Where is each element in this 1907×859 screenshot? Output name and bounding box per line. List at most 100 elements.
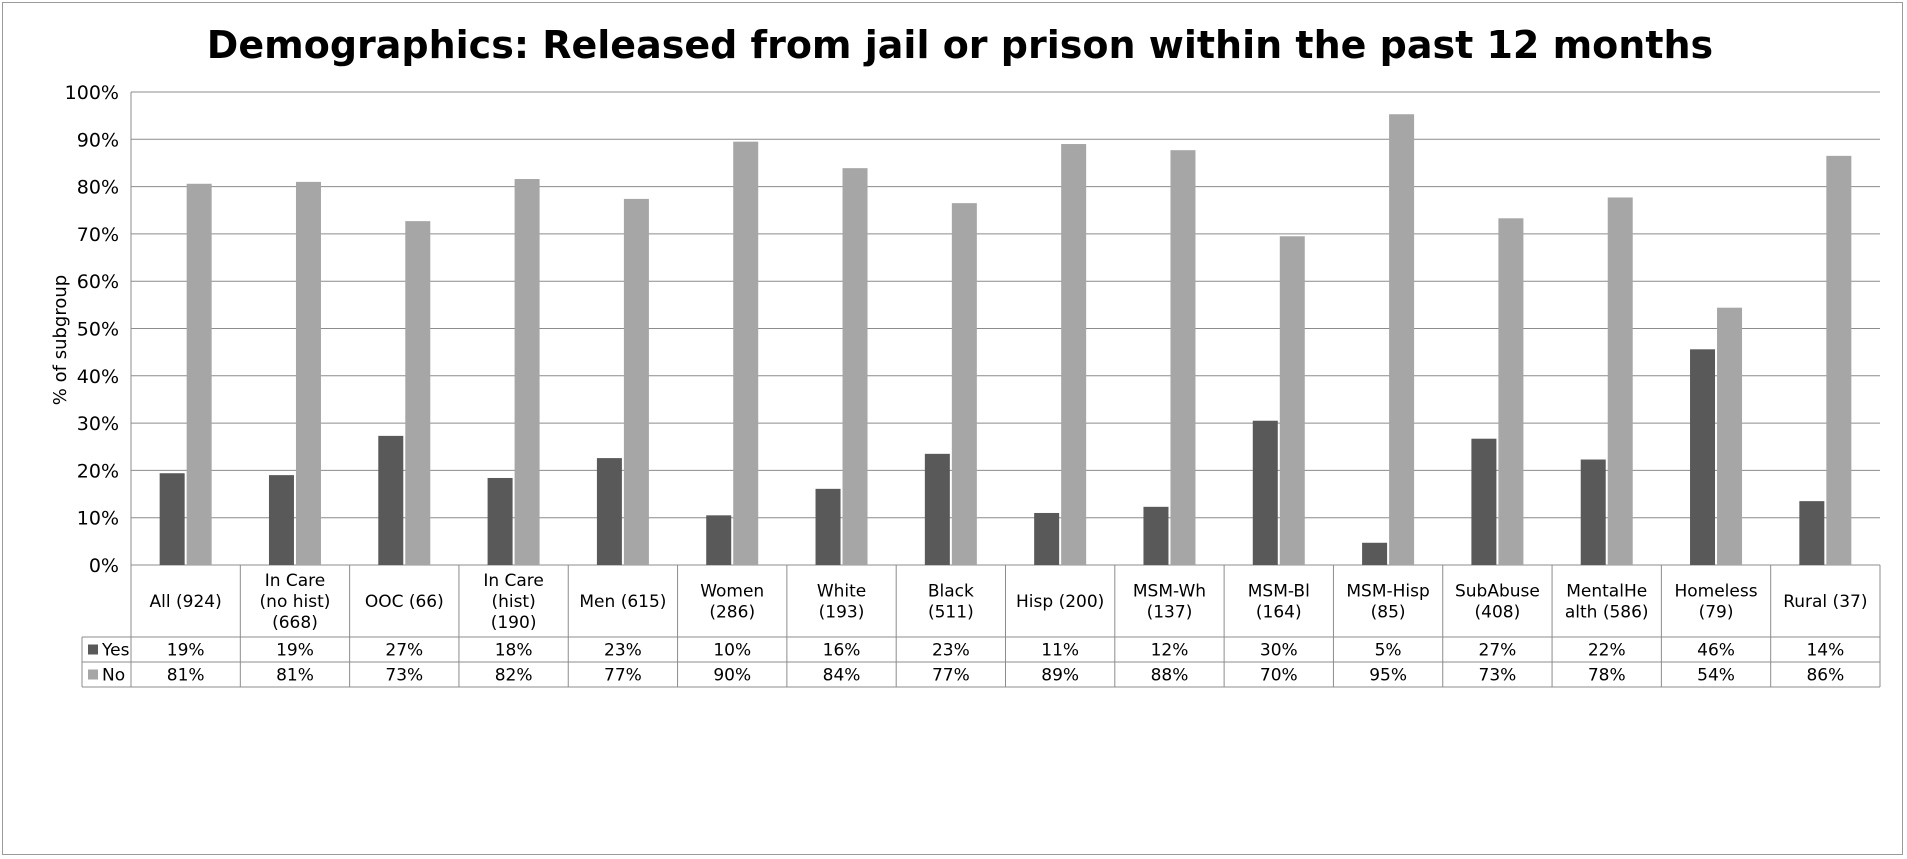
- bar-yes: [378, 435, 404, 565]
- bar-no: [623, 198, 649, 565]
- bar-no: [1061, 144, 1087, 565]
- bar-yes: [815, 488, 841, 565]
- legend-label-yes: Yes: [101, 641, 130, 661]
- category-label: MentalHe alth (586): [1565, 582, 1649, 623]
- data-label-yes: 5%: [1375, 641, 1402, 661]
- data-label-no: 90%: [713, 666, 751, 686]
- bar-yes: [1143, 506, 1169, 565]
- y-tick-label: 20%: [77, 460, 119, 482]
- chart-title: Demographics: Released from jail or pris…: [207, 23, 1713, 67]
- bar-yes: [1362, 542, 1388, 565]
- y-tick-label: 60%: [77, 271, 119, 293]
- bar-yes: [1690, 349, 1716, 565]
- category-label: Rural (37): [1783, 592, 1867, 612]
- bar-no: [733, 141, 759, 566]
- bar-yes: [1252, 420, 1278, 565]
- bar-yes: [924, 453, 950, 565]
- data-label-no: 88%: [1151, 666, 1189, 686]
- data-label-yes: 19%: [167, 641, 205, 661]
- bar-no: [1279, 236, 1305, 565]
- data-label-no: 78%: [1588, 666, 1626, 686]
- y-tick-label: 90%: [77, 129, 119, 151]
- bar-no: [514, 179, 540, 566]
- y-tick-label: 10%: [77, 508, 119, 530]
- data-label-yes: 18%: [495, 641, 533, 661]
- data-label-no: 86%: [1806, 666, 1844, 686]
- y-tick-label: 30%: [77, 413, 119, 435]
- data-label-yes: 14%: [1806, 641, 1844, 661]
- data-label-yes: 22%: [1588, 641, 1626, 661]
- bar-yes: [1580, 459, 1606, 565]
- category-label: Homeless (79): [1674, 582, 1757, 623]
- data-label-no: 70%: [1260, 666, 1298, 686]
- category-label: White (193): [817, 582, 866, 623]
- data-label-yes: 12%: [1151, 641, 1189, 661]
- data-label-yes: 10%: [713, 641, 751, 661]
- category-label: In Care (no hist) (668): [260, 571, 331, 633]
- data-label-no: 54%: [1697, 666, 1735, 686]
- y-tick-label: 0%: [89, 555, 119, 577]
- bar-yes: [268, 475, 294, 565]
- data-label-no: 95%: [1369, 666, 1407, 686]
- category-label: MSM-Hisp (85): [1346, 582, 1429, 623]
- category-label: All (924): [150, 592, 222, 612]
- bar-no: [1607, 197, 1633, 565]
- category-label: In Care (hist) (190): [483, 571, 544, 633]
- y-tick-label: 100%: [65, 82, 119, 104]
- bar-yes: [1799, 501, 1825, 565]
- bar-no: [1498, 218, 1524, 565]
- legend-swatch-yes: [88, 644, 98, 655]
- category-label: Women (286): [700, 582, 764, 623]
- data-label-no: 84%: [823, 666, 861, 686]
- data-label-yes: 30%: [1260, 641, 1298, 661]
- y-tick-label: 40%: [77, 366, 119, 388]
- category-label: Hisp (200): [1016, 592, 1104, 612]
- data-label-no: 73%: [385, 666, 423, 686]
- y-tick-label: 50%: [77, 319, 119, 341]
- bar-yes: [159, 473, 185, 565]
- data-label-no: 77%: [604, 666, 642, 686]
- data-label-no: 89%: [1041, 666, 1079, 686]
- data-label-no: 81%: [276, 666, 314, 686]
- category-label: MSM-Bl (164): [1248, 582, 1310, 623]
- bar-no: [842, 168, 868, 565]
- data-label-yes: 19%: [276, 641, 314, 661]
- bar-yes: [1034, 512, 1060, 565]
- y-tick-label: 80%: [77, 177, 119, 199]
- data-label-yes: 16%: [823, 641, 861, 661]
- bar-no: [186, 183, 212, 565]
- bar-no: [1170, 150, 1196, 565]
- bar-yes: [596, 458, 622, 565]
- bars: [159, 114, 1852, 566]
- y-axis-label: % of subgroup: [50, 275, 71, 405]
- category-label: SubAbuse (408): [1455, 582, 1540, 623]
- data-table: All (924) In Care (no hist) (668) OOC (66) In…: [81, 565, 1881, 688]
- data-label-no: 82%: [495, 666, 533, 686]
- data-label-yes: 11%: [1041, 641, 1079, 661]
- y-tick-labels: 0% 10% 20% 30% 40% 50% 60% 70% 80% 90% 100%: [65, 82, 119, 577]
- data-label-yes: 23%: [604, 641, 642, 661]
- legend-swatch-no: [88, 669, 98, 680]
- data-label-no: 73%: [1479, 666, 1517, 686]
- data-label-no: 77%: [932, 666, 970, 686]
- y-tick-label: 70%: [77, 224, 119, 246]
- legend-label-no: No: [102, 666, 125, 686]
- bar-no: [295, 181, 321, 565]
- bar-no: [1826, 155, 1852, 566]
- data-label-yes: 46%: [1697, 641, 1735, 661]
- bar-yes: [706, 515, 732, 565]
- category-label: Black (511): [928, 582, 974, 623]
- bar-no: [1717, 307, 1743, 565]
- bar-no: [951, 203, 977, 565]
- bar-no: [405, 221, 431, 565]
- category-label: Men (615): [579, 592, 666, 612]
- bar-no: [1389, 114, 1415, 565]
- bar-yes: [1471, 438, 1497, 565]
- data-label-yes: 23%: [932, 641, 970, 661]
- category-label: MSM-Wh (137): [1133, 582, 1206, 623]
- data-label-no: 81%: [167, 666, 205, 686]
- category-label: OOC (66): [365, 592, 444, 612]
- data-label-yes: 27%: [1479, 641, 1517, 661]
- bar-yes: [487, 477, 513, 565]
